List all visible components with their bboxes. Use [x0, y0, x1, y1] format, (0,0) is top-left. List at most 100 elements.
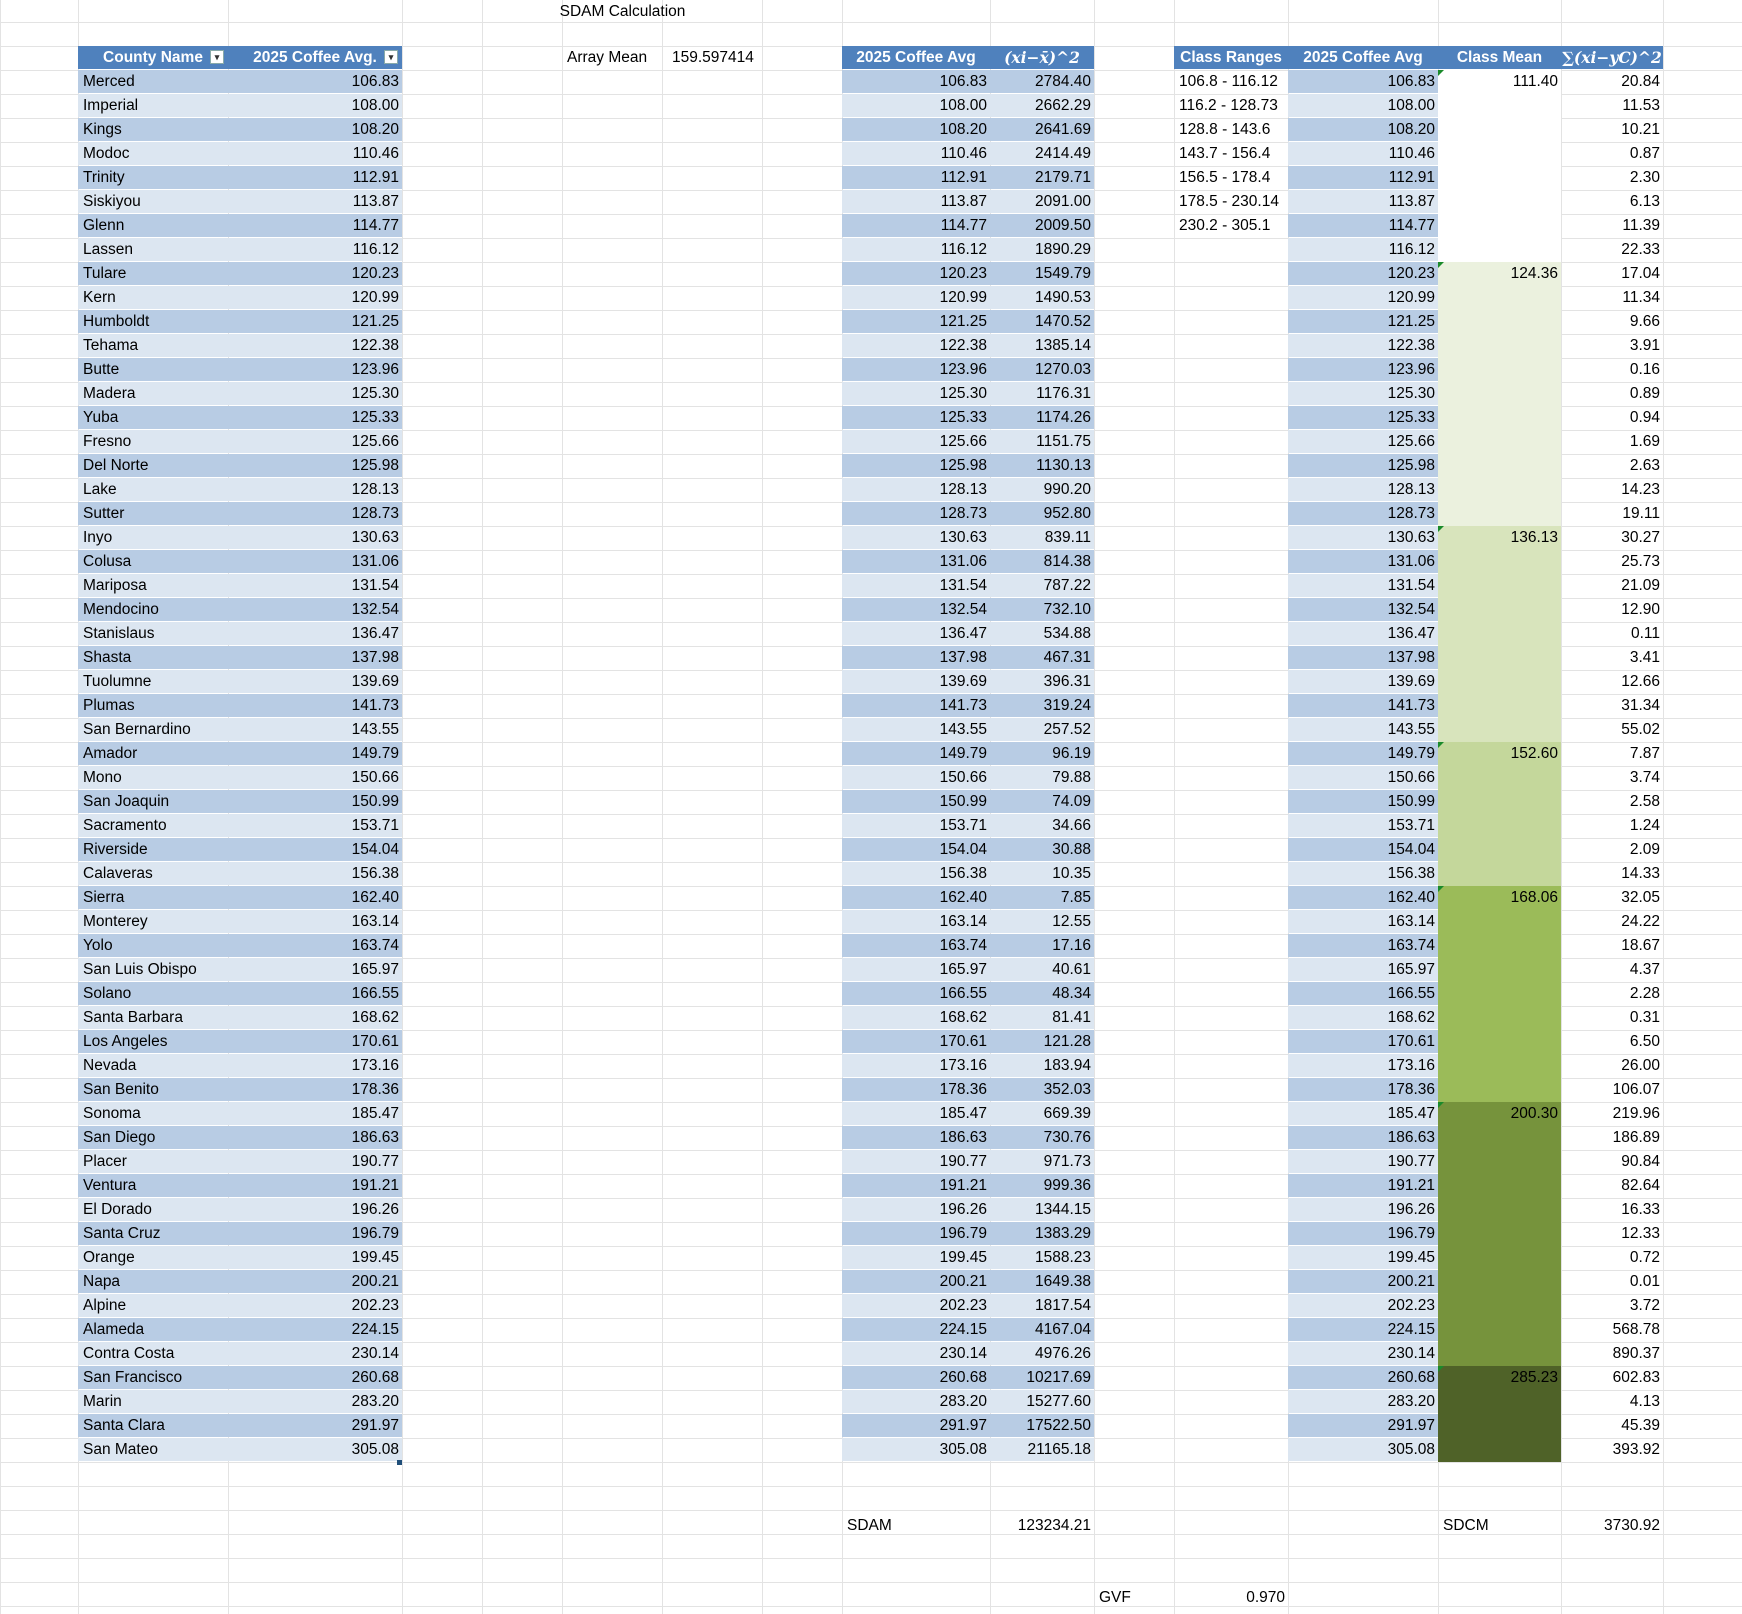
table2-avg-cell[interactable]: 190.77: [842, 1150, 990, 1173]
table2-avg-cell[interactable]: 260.68: [842, 1366, 990, 1389]
table2-sq-cell[interactable]: 1470.52: [990, 310, 1094, 333]
table3-avg-cell[interactable]: 170.61: [1288, 1030, 1438, 1053]
county-name-cell[interactable]: Orange: [78, 1246, 228, 1269]
table2-sq-cell[interactable]: 257.52: [990, 718, 1094, 741]
county-name-cell[interactable]: Shasta: [78, 646, 228, 669]
table3-avg-cell[interactable]: 131.06: [1288, 550, 1438, 573]
class-sq-cell[interactable]: 11.39: [1622, 217, 1660, 234]
county-name-cell[interactable]: Contra Costa: [78, 1342, 228, 1365]
array-mean-value[interactable]: 159.597414: [672, 49, 754, 66]
table2-avg-cell[interactable]: 125.33: [842, 406, 990, 429]
table3-avg-cell[interactable]: 224.15: [1288, 1318, 1438, 1341]
county-name-cell[interactable]: San Luis Obispo: [78, 958, 228, 981]
class-sq-cell[interactable]: 3.74: [1629, 769, 1660, 786]
coffee-avg-cell[interactable]: 156.38: [228, 862, 402, 885]
class-sq-cell[interactable]: 12.90: [1621, 601, 1660, 618]
table2-avg-cell[interactable]: 106.83: [842, 70, 990, 93]
class-mean-block[interactable]: 124.36: [1438, 262, 1561, 526]
county-name-cell[interactable]: Merced: [78, 70, 228, 93]
class-sq-cell[interactable]: 17.04: [1621, 265, 1660, 282]
table3-avg-cell[interactable]: 230.14: [1288, 1342, 1438, 1365]
table2-avg-cell[interactable]: 153.71: [842, 814, 990, 837]
class-sq-cell[interactable]: 30.27: [1621, 529, 1660, 546]
coffee-avg-cell[interactable]: 110.46: [228, 142, 402, 165]
coffee-avg-cell[interactable]: 191.21: [228, 1174, 402, 1197]
table3-avg-cell[interactable]: 113.87: [1288, 190, 1438, 213]
county-name-cell[interactable]: Calaveras: [78, 862, 228, 885]
coffee-avg-cell[interactable]: 170.61: [228, 1030, 402, 1053]
class-range-cell[interactable]: 156.5 - 178.4: [1179, 169, 1271, 186]
county-name-cell[interactable]: Modoc: [78, 142, 228, 165]
table3-avg-cell[interactable]: 125.30: [1288, 382, 1438, 405]
table2-avg-cell[interactable]: 150.99: [842, 790, 990, 813]
table2-sq-cell[interactable]: 814.38: [990, 550, 1094, 573]
table3-avg-cell[interactable]: 136.47: [1288, 622, 1438, 645]
class-sq-cell[interactable]: 4.13: [1629, 1393, 1660, 1410]
table2-sq-cell[interactable]: 787.22: [990, 574, 1094, 597]
coffee-avg-cell[interactable]: 166.55: [228, 982, 402, 1005]
table2-sq-cell[interactable]: 40.61: [990, 958, 1094, 981]
table2-sq-cell[interactable]: 319.24: [990, 694, 1094, 717]
table3-avg-cell[interactable]: 141.73: [1288, 694, 1438, 717]
table2-sq-cell[interactable]: 2641.69: [990, 118, 1094, 141]
county-name-cell[interactable]: Napa: [78, 1270, 228, 1293]
table2-avg-cell[interactable]: 125.98: [842, 454, 990, 477]
class-mean-block[interactable]: 168.06: [1438, 886, 1561, 1102]
coffee-avg-cell[interactable]: 120.99: [228, 286, 402, 309]
class-sq-cell[interactable]: 19.11: [1622, 505, 1660, 522]
coffee-avg-cell[interactable]: 196.26: [228, 1198, 402, 1221]
county-name-cell[interactable]: Placer: [78, 1150, 228, 1173]
class-mean-block[interactable]: 200.30: [1438, 1102, 1561, 1366]
table2-avg-cell[interactable]: 149.79: [842, 742, 990, 765]
table2-sq-cell[interactable]: 10217.69: [990, 1366, 1094, 1389]
table2-sq-cell[interactable]: 352.03: [990, 1078, 1094, 1101]
table2-avg-cell[interactable]: 291.97: [842, 1414, 990, 1437]
table2-sq-cell[interactable]: 396.31: [990, 670, 1094, 693]
table3-avg-cell[interactable]: 149.79: [1288, 742, 1438, 765]
table2-avg-cell[interactable]: 120.23: [842, 262, 990, 285]
county-name-cell[interactable]: Kings: [78, 118, 228, 141]
table3-avg-cell[interactable]: 191.21: [1288, 1174, 1438, 1197]
coffee-avg-cell[interactable]: 260.68: [228, 1366, 402, 1389]
class-sq-cell[interactable]: 45.39: [1621, 1417, 1660, 1434]
table2-avg-cell[interactable]: 163.74: [842, 934, 990, 957]
coffee-avg-cell[interactable]: 196.79: [228, 1222, 402, 1245]
class-sq-cell[interactable]: 602.83: [1612, 1369, 1660, 1386]
class-range-cell[interactable]: 106.8 - 116.12: [1179, 73, 1278, 90]
county-name-cell[interactable]: Monterey: [78, 910, 228, 933]
table2-sq-cell[interactable]: 17522.50: [990, 1414, 1094, 1437]
table2-sq-cell[interactable]: 2662.29: [990, 94, 1094, 117]
table3-avg-cell[interactable]: 122.38: [1288, 334, 1438, 357]
class-sq-cell[interactable]: 186.89: [1612, 1129, 1660, 1146]
class-sq-cell[interactable]: 0.01: [1629, 1273, 1660, 1290]
class-sq-cell[interactable]: 0.11: [1630, 625, 1660, 642]
table3-avg-cell[interactable]: 163.14: [1288, 910, 1438, 933]
table2-avg-cell[interactable]: 128.13: [842, 478, 990, 501]
class-sq-cell[interactable]: 393.92: [1612, 1441, 1660, 1458]
table2-avg-cell[interactable]: 125.66: [842, 430, 990, 453]
county-name-cell[interactable]: Mendocino: [78, 598, 228, 621]
table3-avg-cell[interactable]: 131.54: [1288, 574, 1438, 597]
table2-sq-cell[interactable]: 79.88: [990, 766, 1094, 789]
coffee-avg-cell[interactable]: 130.63: [228, 526, 402, 549]
class-sq-cell[interactable]: 3.72: [1629, 1297, 1660, 1314]
table2-sq-cell[interactable]: 30.88: [990, 838, 1094, 861]
class-sq-cell[interactable]: 10.21: [1621, 121, 1660, 138]
coffee-avg-cell[interactable]: 137.98: [228, 646, 402, 669]
table2-avg-cell[interactable]: 224.15: [842, 1318, 990, 1341]
table2-avg-cell[interactable]: 139.69: [842, 670, 990, 693]
county-name-cell[interactable]: Marin: [78, 1390, 228, 1413]
class-sq-cell[interactable]: 2.09: [1629, 841, 1660, 858]
table3-avg-cell[interactable]: 291.97: [1288, 1414, 1438, 1437]
class-sq-cell[interactable]: 4.37: [1629, 961, 1660, 978]
class-sq-cell[interactable]: 0.31: [1629, 1009, 1660, 1026]
table2-avg-cell[interactable]: 108.20: [842, 118, 990, 141]
table2-sq-cell[interactable]: 74.09: [990, 790, 1094, 813]
table2-sq-cell[interactable]: 1649.38: [990, 1270, 1094, 1293]
county-name-cell[interactable]: Riverside: [78, 838, 228, 861]
table2-sq-cell[interactable]: 1385.14: [990, 334, 1094, 357]
county-name-header[interactable]: County Name ▾: [78, 46, 228, 69]
coffee-avg-cell[interactable]: 131.06: [228, 550, 402, 573]
table2-sq-cell[interactable]: 1549.79: [990, 262, 1094, 285]
class-mean-block[interactable]: 285.23: [1438, 1366, 1561, 1462]
